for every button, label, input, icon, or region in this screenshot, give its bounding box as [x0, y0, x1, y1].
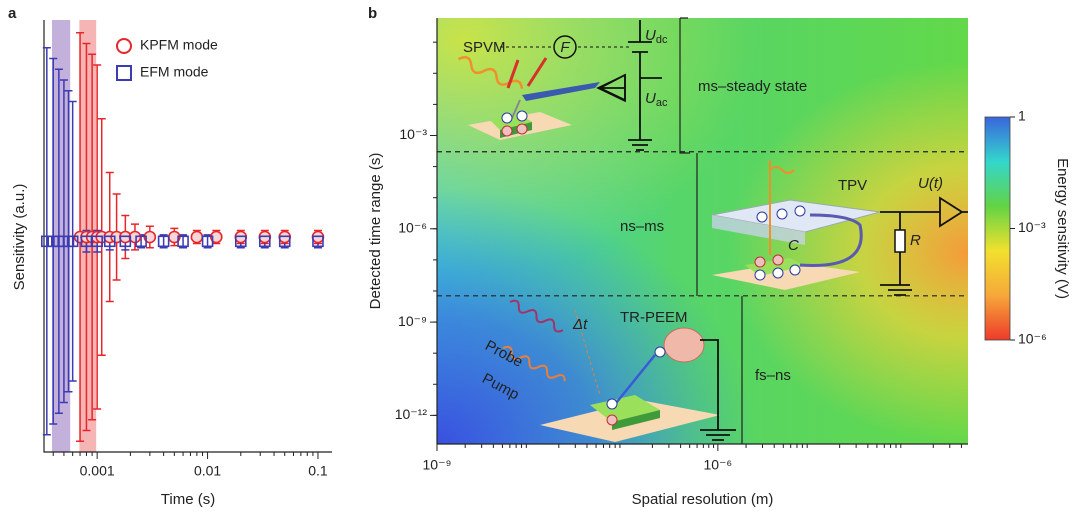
panel-letter: b: [368, 5, 377, 22]
legend-label: KPFM mode: [140, 37, 218, 53]
x-tick-label: 10⁻⁹: [423, 457, 452, 473]
marker: [66, 235, 79, 248]
colorbar-tick-label: 10⁻⁶: [1018, 331, 1047, 347]
label: TR-PEEM: [620, 309, 688, 326]
y-tick-label: 10⁻³: [399, 126, 427, 142]
label: Δt: [572, 316, 588, 333]
marker: [177, 235, 189, 248]
marker: [259, 235, 271, 248]
label: U: [645, 27, 656, 44]
y-axis-label: Sensitivity (a.u.): [11, 184, 28, 291]
y-tick-label: 10⁻⁶: [398, 219, 427, 235]
heatmap-layer: [437, 18, 968, 444]
error-bar: [68, 100, 77, 382]
legend-label: EFM mode: [140, 64, 209, 80]
panel-a: 0.001 0.01 0.1 Time (s) Sensitivity (a.u.) KP…: [11, 20, 332, 508]
label: Uac: [645, 90, 668, 109]
label: R: [910, 232, 921, 249]
label: U(t): [918, 175, 943, 192]
colorbar-tick-label: 10⁻³: [1018, 219, 1046, 235]
label: F: [560, 39, 570, 56]
x-tick-label: 10⁻⁶: [703, 457, 732, 473]
label: C: [788, 237, 799, 254]
tpv-diagram: [696, 153, 968, 296]
panel-letter: a: [8, 5, 17, 22]
label: dc: [656, 34, 668, 46]
region-label: fs–ns: [755, 367, 791, 384]
colorbar-tick-label: 1: [1018, 108, 1026, 124]
panel-b: SPVM F Udc Uac ms–steady state TPV U(t) …: [367, 17, 1071, 508]
spvm-diagram: [457, 17, 690, 154]
error-bar: [42, 47, 51, 436]
x-tick-label: 0.001: [80, 463, 115, 479]
marker: [312, 235, 324, 248]
region-label: ns–ms: [620, 218, 664, 235]
trpeem-diagram: [502, 296, 743, 444]
label: U: [645, 90, 656, 107]
x-tick-label: 0.1: [308, 463, 328, 479]
marker: [234, 235, 247, 248]
marker: [91, 235, 103, 248]
label: TPV: [838, 177, 867, 194]
marker: [119, 235, 132, 248]
label: Udc: [645, 27, 668, 46]
label: ac: [656, 97, 668, 109]
y-tick-label: 10⁻⁹: [398, 313, 427, 329]
marker: [103, 235, 116, 248]
x-tick-label: 0.01: [194, 463, 221, 479]
region-label: ms–steady state: [698, 78, 807, 95]
y-axis-label: Detected time range (s): [367, 153, 384, 310]
marker: [41, 235, 53, 248]
label: SPVM: [463, 39, 506, 56]
x-axis-label: Time (s): [161, 491, 215, 508]
y-tick-label: 10⁻¹²: [395, 406, 428, 422]
legend-marker: [116, 65, 132, 81]
marker: [201, 235, 214, 248]
colorbar-label: Energy sensitivity (V): [1054, 158, 1071, 299]
marker: [278, 235, 291, 248]
marker: [135, 235, 147, 248]
marker: [157, 235, 170, 248]
legend-marker: [116, 38, 132, 54]
marker: [190, 230, 204, 244]
x-axis-label: Spatial resolution (m): [632, 491, 774, 508]
colorbar: [984, 116, 1011, 341]
axis: [43, 20, 332, 453]
